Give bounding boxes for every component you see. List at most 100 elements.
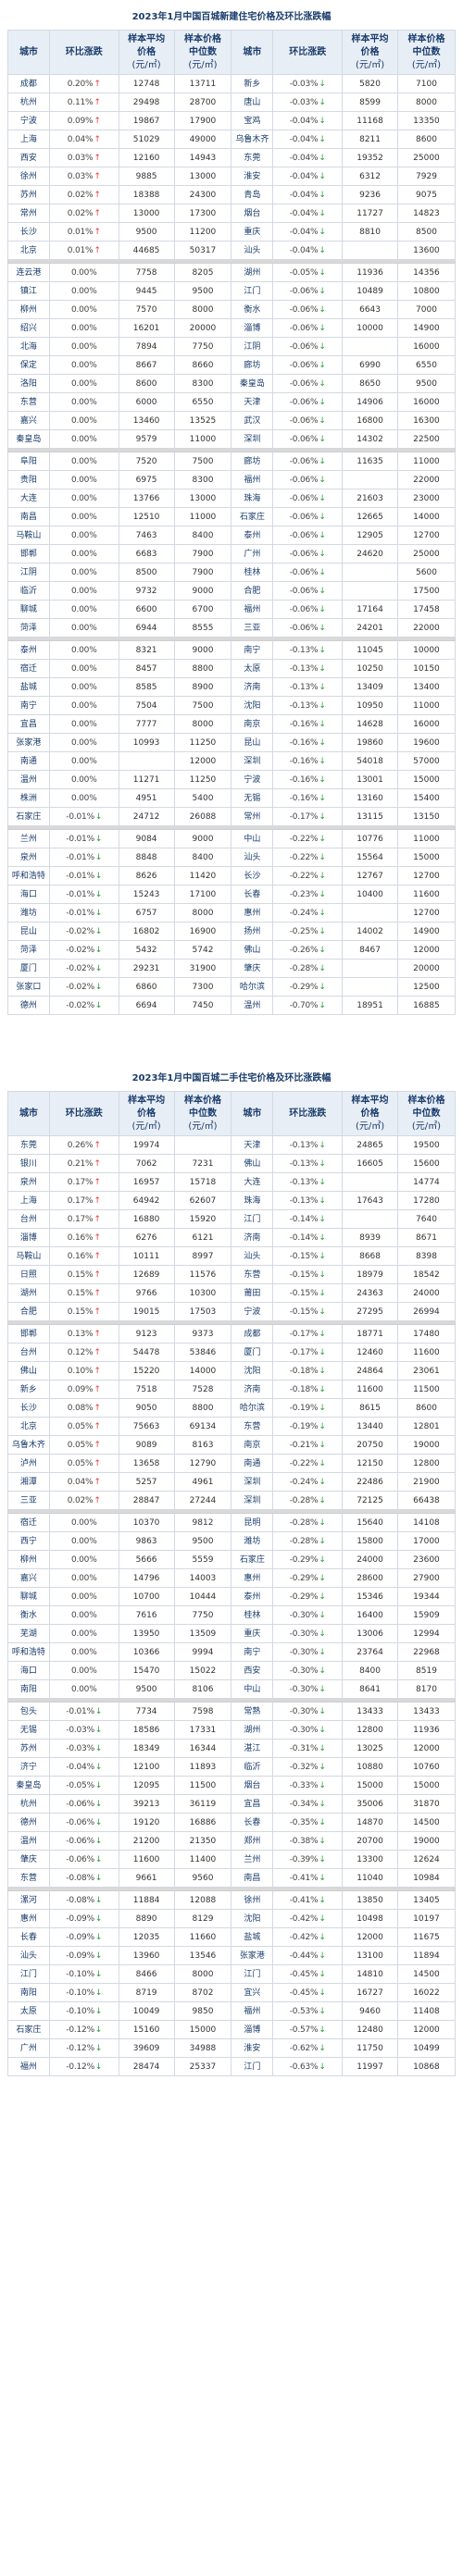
arrow-up-icon: ↑	[94, 79, 101, 89]
change-right-value: -0.45%	[289, 1988, 319, 1998]
mean-price-left-value: 19867	[132, 116, 160, 126]
change-right-value: -0.28%	[289, 963, 319, 973]
mean-price-right-value: 24865	[357, 1140, 383, 1150]
city-right-value: 石家庄	[239, 1554, 265, 1565]
change-left-value: 0.15%	[67, 1288, 94, 1298]
mean-price-left-value: 13950	[132, 1629, 160, 1639]
median-price-left-value: 14000	[189, 1366, 217, 1376]
mean-price-left: 44685	[118, 241, 175, 260]
median-price-left: 36119	[173, 1794, 232, 1814]
mean-price-left: 21200	[118, 1831, 175, 1851]
city-right: 太原	[231, 659, 274, 678]
table-row: 宿迁 0.00% 10370 9812 昆明 -0.28%↓ 15640 14108	[7, 1513, 457, 1532]
arrow-up-icon: ↑	[94, 97, 101, 107]
city-left: 日照	[7, 1265, 50, 1284]
change-right-value: -0.13%	[289, 700, 319, 711]
city-right-value: 扬州	[244, 926, 261, 936]
section-spacer	[0, 1015, 463, 1067]
change-left: 0.00%	[48, 544, 119, 564]
arrow-down-icon: ↓	[319, 286, 326, 296]
change-left: 0.00%	[48, 1587, 119, 1606]
mean-price-right: 11168	[342, 111, 398, 130]
change-left-value: -0.02%	[66, 945, 94, 955]
header-change: 环比涨跌	[272, 30, 344, 75]
city-left: 湘潭	[7, 1472, 50, 1492]
change-left-value: 0.02%	[67, 1495, 94, 1505]
median-price-right-value: 12000	[413, 945, 440, 955]
median-price-left-value: 11576	[189, 1269, 217, 1280]
median-price-left-value: 8997	[192, 1251, 214, 1261]
city-right-value: 昆山	[244, 737, 261, 748]
median-price-left: 8702	[173, 1983, 232, 2002]
median-price-left-value: 8106	[192, 1684, 214, 1694]
median-price-left: 8400	[173, 848, 232, 867]
median-price-left-value: 13509	[189, 1629, 217, 1639]
change-right-value: -0.15%	[289, 1307, 319, 1317]
city-left: 宁波	[7, 111, 50, 130]
city-left: 秦皇岛	[7, 1776, 50, 1795]
median-price-right: 14774	[396, 1172, 457, 1192]
change-right-value: -0.04%	[289, 245, 319, 255]
median-price-right-value: 17458	[413, 604, 440, 614]
table-row: 福州 -0.12%↓ 28474 25337 江门 -0.63%↓ 11997 10868	[7, 2057, 457, 2076]
change-right: -0.13%↓	[272, 1191, 344, 1210]
city-right-value: 南宁	[244, 1647, 261, 1657]
city-left-value: 昆山	[19, 926, 37, 936]
median-price-right-value: 8170	[416, 1684, 437, 1694]
table-row: 绍兴 0.00% 16201 20000 淄博 -0.06%↓ 10000 14900	[7, 318, 457, 338]
mean-price-right-value: 14002	[357, 926, 383, 936]
city-right: 兰州	[231, 1850, 274, 1869]
city-left: 临沂	[7, 581, 50, 601]
header-change: 环比涨跌	[48, 1091, 119, 1136]
city-right: 淮安	[231, 2038, 274, 2058]
arrow-up-icon: ↑	[94, 190, 101, 200]
median-price-right: 16000	[396, 392, 457, 412]
city-left-value: 大连	[19, 493, 37, 503]
median-price-right: 23000	[396, 489, 457, 508]
median-price-right-value: 11936	[413, 1725, 440, 1735]
city-left-value: 湘潭	[19, 1477, 37, 1487]
change-left: 0.00%	[48, 281, 119, 301]
median-price-right-value: 12700	[413, 530, 440, 540]
city-right: 深圳	[231, 1472, 274, 1492]
median-price-right: 24000	[396, 1283, 457, 1303]
median-price-left-value: 7500	[192, 456, 214, 466]
change-right: -0.06%↓	[272, 452, 344, 471]
median-price-right-value: 13433	[413, 1706, 440, 1716]
median-price-right: 27900	[396, 1568, 457, 1588]
mean-price-right: 8650	[342, 374, 398, 393]
city-left: 北海	[7, 337, 50, 356]
median-price-left: 49000	[173, 130, 232, 149]
mean-price-left: 7570	[118, 300, 175, 319]
change-left-value: 0.17%	[67, 1177, 94, 1187]
mean-price-right: 20750	[342, 1435, 398, 1455]
median-price-left: 26088	[173, 807, 232, 826]
arrow-down-icon: ↓	[319, 415, 326, 426]
arrow-up-icon: ↑	[94, 1440, 101, 1450]
mean-price-left: 13766	[118, 489, 175, 508]
change-right: -0.35%↓	[272, 1813, 344, 1832]
mean-price-right-value: 20700	[357, 1836, 383, 1846]
mean-price-right-value: 12480	[357, 2025, 383, 2035]
mean-price-left: 19120	[118, 1813, 175, 1832]
median-price-right-value: 57000	[413, 756, 440, 766]
mean-price-left-value: 9661	[135, 1873, 157, 1883]
arrow-up-icon: ↑	[94, 116, 101, 126]
city-left-value: 南通	[19, 756, 37, 766]
median-price-right: 15000	[396, 770, 457, 789]
median-price-right: 16022	[396, 1983, 457, 2002]
table-row: 南阳 0.00% 9500 8106 中山 -0.30%↓ 8641 8170	[7, 1679, 457, 1699]
median-price-right: 22000	[396, 618, 457, 638]
mean-price-left-value: 8600	[135, 378, 157, 389]
change-left-value: -0.01%	[66, 834, 94, 844]
city-left: 乌鲁木齐	[7, 1435, 50, 1455]
change-left: 0.04%↑	[48, 130, 119, 149]
table-row: 嘉兴 0.00% 13460 13525 武汉 -0.06%↓ 16800 16300	[7, 411, 457, 430]
city-right-value: 厦门	[244, 1347, 261, 1357]
median-price-right: 11000	[396, 696, 457, 715]
city-left-value: 成都	[19, 79, 37, 89]
city-right: 莆田	[231, 1283, 274, 1303]
change-left-value: 0.00%	[70, 341, 97, 352]
median-price-left: 15920	[173, 1209, 232, 1229]
mean-price-right: 8668	[342, 1246, 398, 1266]
